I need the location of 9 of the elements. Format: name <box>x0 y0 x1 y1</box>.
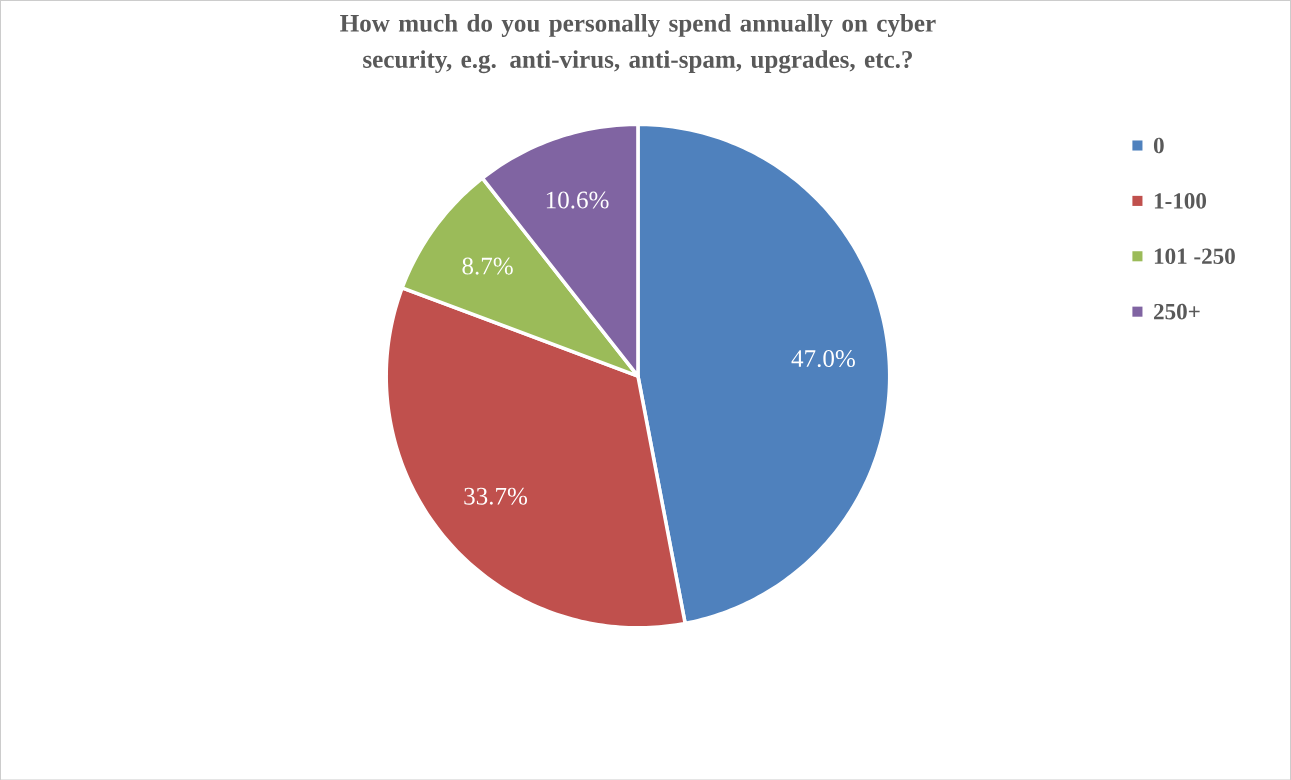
legend-label: 250+ <box>1154 303 1200 320</box>
chart-title: How much do you personally spend annually on cyber security, e.g. anti-virus, anti-spam, upgrades, etc.? <box>340 13 936 73</box>
data-label: 33.7% <box>464 487 528 505</box>
legend-label: 101 -250 <box>1154 248 1235 264</box>
data-label: 8.7% <box>462 257 513 275</box>
data-label: 47.0% <box>791 349 855 367</box>
legend-label: 1-100 <box>1154 192 1207 209</box>
data-label: 10.6% <box>546 191 609 209</box>
legend-label: 0 <box>1153 137 1164 154</box>
